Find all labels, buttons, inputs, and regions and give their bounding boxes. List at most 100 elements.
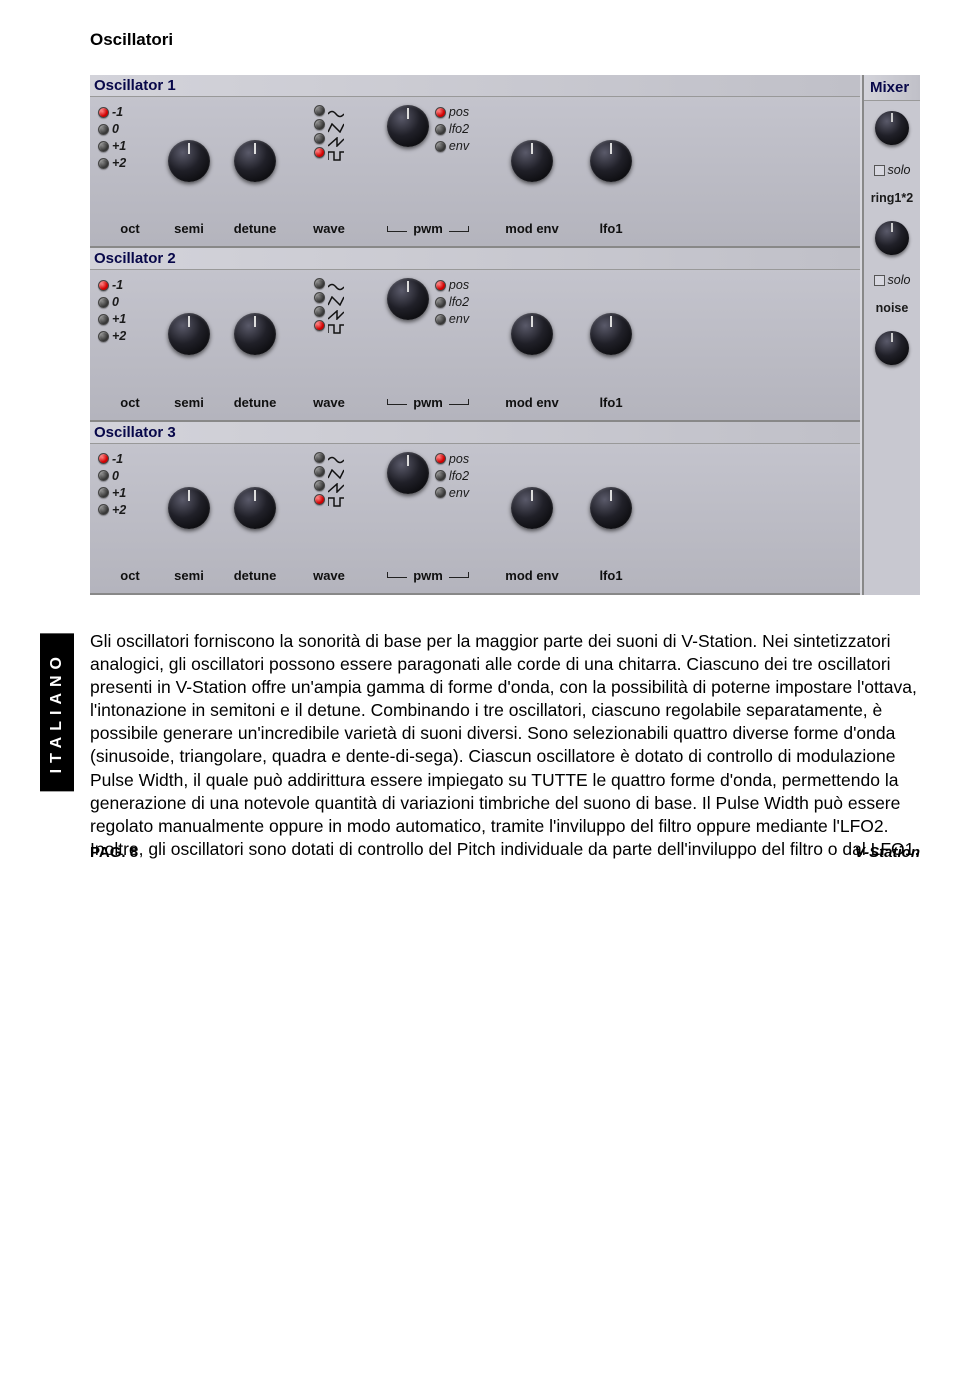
wave-option-square[interactable] [314,320,344,331]
semi-label: semi [174,395,204,410]
pwm-option-env[interactable]: env [435,139,469,153]
detune-label: detune [234,395,277,410]
mixer-ring-label: ring1*2 [864,185,920,211]
modenv-label: mod env [505,221,558,236]
lfo1-knob[interactable] [590,487,632,529]
pwm-label: pwm [413,221,443,236]
oct-option[interactable]: -1 [98,105,126,119]
oscillator-section-1: Oscillator 1 -10+1+2 oct semi detune wav… [90,75,860,248]
pwm-option-pos[interactable]: pos [435,278,469,292]
page-number: PAG. 8 [90,844,138,861]
saw-icon [328,134,344,144]
oct-option[interactable]: 0 [98,122,126,136]
pwm-knob[interactable] [387,105,429,147]
detune-knob[interactable] [234,313,276,355]
wave-option-sine[interactable] [314,105,344,116]
pwm-option-pos[interactable]: pos [435,105,469,119]
saw-icon [328,307,344,317]
square-icon [328,321,344,331]
mixer-knob-3[interactable] [875,331,909,365]
lfo1-knob[interactable] [590,140,632,182]
wave-option-tri[interactable] [314,119,344,130]
osc-header: Oscillator 3 [90,422,860,444]
oct-option[interactable]: 0 [98,469,126,483]
oct-label: oct [120,221,140,236]
modenv-label: mod env [505,568,558,583]
oct-option[interactable]: +1 [98,139,126,153]
wave-label: wave [313,221,345,236]
pwm-label: pwm [413,568,443,583]
wave-option-square[interactable] [314,147,344,158]
modenv-knob[interactable] [511,140,553,182]
oct-option[interactable]: 0 [98,295,126,309]
oscillator-section-3: Oscillator 3 -1 0 +1 +2 oct semi detune wav… [90,422,860,595]
wave-label: wave [313,395,345,410]
page-title: Oscillatori [90,30,920,50]
semi-knob[interactable] [168,140,210,182]
square-icon [328,494,344,504]
detune-knob[interactable] [234,487,276,529]
detune-knob[interactable] [234,140,276,182]
mixer-solo-1[interactable]: solo [874,163,911,177]
detune-label: detune [234,568,277,583]
pwm-label: pwm [413,395,443,410]
saw-icon [328,480,344,490]
wave-option-saw[interactable] [314,133,344,144]
wave-option-sine[interactable] [314,452,344,463]
oct-option[interactable]: +1 [98,312,126,326]
sine-icon [328,452,344,462]
oscillators-column: Oscillator 1 -10+1+2 oct semi detune wav… [90,75,862,595]
semi-label: semi [174,568,204,583]
oct-option[interactable]: -1 [98,278,126,292]
oct-option[interactable]: +2 [98,329,126,343]
synth-panel: Oscillator 1 -10+1+2 oct semi detune wav… [90,75,920,595]
language-tab: ITALIANO [40,633,74,791]
mixer-header: Mixer [864,75,920,101]
semi-knob[interactable] [168,313,210,355]
modenv-knob[interactable] [511,487,553,529]
oct-label: oct [120,568,140,583]
oct-option[interactable]: +2 [98,156,126,170]
oct-option[interactable]: -1 [98,452,126,466]
tri-icon [328,293,344,303]
oct-option[interactable]: +1 [98,486,126,500]
mixer-solo-2[interactable]: solo [874,273,911,287]
pwm-knob[interactable] [387,452,429,494]
body-paragraph: Gli oscillatori forniscono la sonorità d… [90,630,920,861]
wave-option-square[interactable] [314,494,344,505]
pwm-option-env[interactable]: env [435,486,469,500]
lfo1-knob[interactable] [590,313,632,355]
osc-header: Oscillator 2 [90,248,860,270]
pwm-option-pos[interactable]: pos [435,452,469,466]
modenv-label: mod env [505,395,558,410]
mixer-knob-1[interactable] [875,111,909,145]
modenv-knob[interactable] [511,313,553,355]
detune-label: detune [234,221,277,236]
pwm-knob[interactable] [387,278,429,320]
pwm-option-lfo2[interactable]: lfo2 [435,122,469,136]
lfo1-label: lfo1 [599,221,622,236]
square-icon [328,148,344,158]
lfo1-label: lfo1 [599,568,622,583]
oct-label: oct [120,395,140,410]
semi-knob[interactable] [168,487,210,529]
wave-option-saw[interactable] [314,480,344,491]
pwm-option-lfo2[interactable]: lfo2 [435,469,469,483]
oct-option[interactable]: +2 [98,503,126,517]
wave-option-saw[interactable] [314,306,344,317]
wave-label: wave [313,568,345,583]
wave-option-sine[interactable] [314,278,344,289]
wave-option-tri[interactable] [314,292,344,303]
wave-option-tri[interactable] [314,466,344,477]
pwm-option-env[interactable]: env [435,312,469,326]
mixer-knob-2[interactable] [875,221,909,255]
product-name: V-Station [855,844,920,861]
mixer-column: Mixer solo ring1*2 solo noise [862,75,920,595]
lfo1-label: lfo1 [599,395,622,410]
footer: PAG. 8 V-Station [90,844,920,861]
sine-icon [328,106,344,116]
pwm-option-lfo2[interactable]: lfo2 [435,295,469,309]
semi-label: semi [174,221,204,236]
tri-icon [328,466,344,476]
oscillator-section-2: Oscillator 2 -1 0 +1 +2 oct semi detune wav… [90,248,860,421]
